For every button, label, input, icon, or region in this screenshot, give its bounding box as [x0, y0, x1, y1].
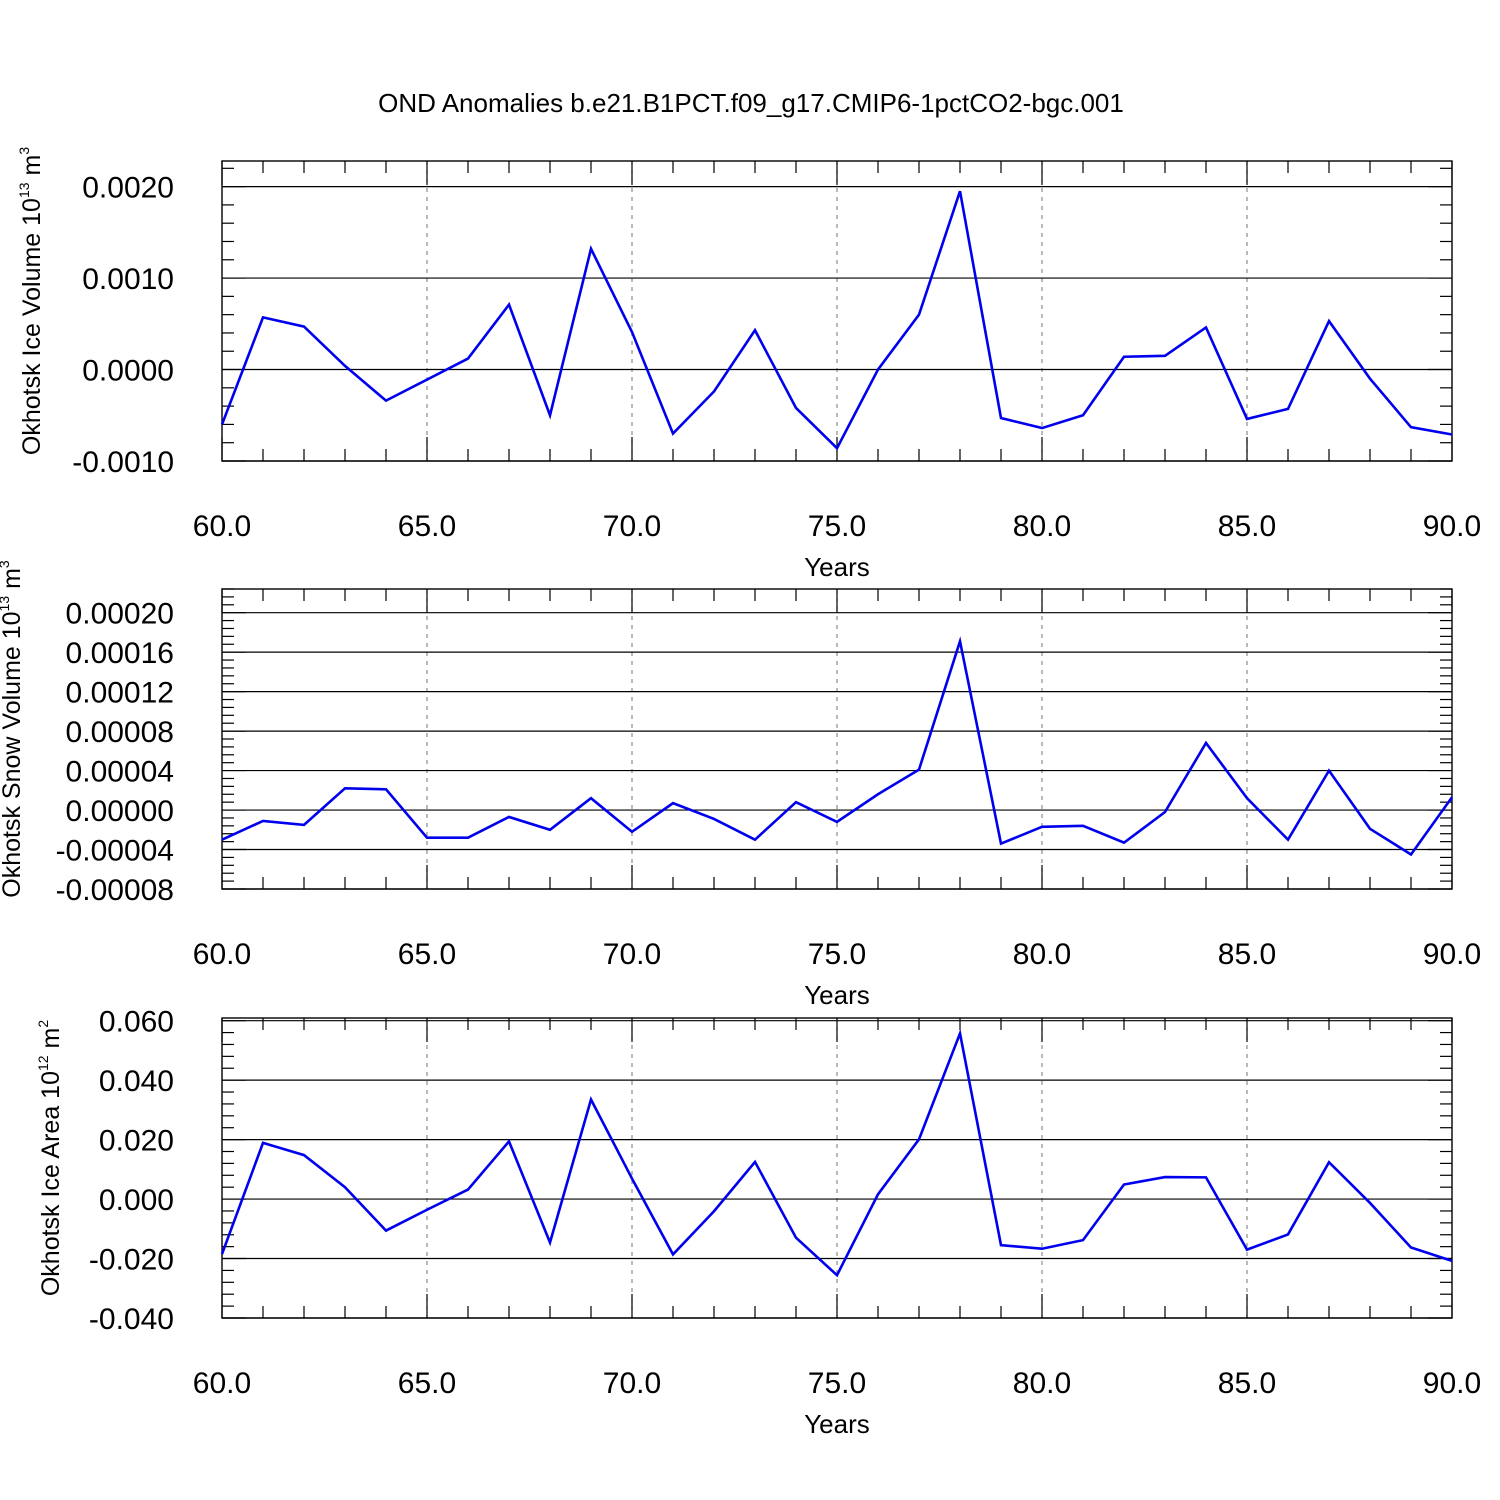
x-tick-label: 65.0 — [398, 938, 456, 971]
x-tick-label: 75.0 — [808, 1367, 866, 1400]
y-tick-label: 0.00020 — [66, 598, 174, 631]
x-tick-label: 85.0 — [1218, 510, 1276, 543]
y-tick-label: 0.000 — [99, 1184, 174, 1217]
x-tick-label: 65.0 — [398, 510, 456, 543]
x-tick-label: 70.0 — [603, 938, 661, 971]
y-tick-label: -0.00008 — [56, 874, 174, 907]
y-axis-title: Okhotsk Ice Volume 1013 m3 — [16, 147, 46, 455]
x-tick-label: 90.0 — [1423, 1367, 1481, 1400]
x-tick-label: 60.0 — [193, 1367, 251, 1400]
y-tick-label: -0.020 — [89, 1244, 174, 1277]
x-tick-label: 60.0 — [193, 938, 251, 971]
x-axis-title: Years — [804, 552, 870, 582]
x-tick-label: 80.0 — [1013, 510, 1071, 543]
y-tick-label: 0.0000 — [82, 355, 174, 388]
y-tick-label: 0.00016 — [66, 637, 174, 670]
y-tick-label: 0.020 — [99, 1125, 174, 1158]
y-tick-label: 0.00012 — [66, 677, 174, 710]
series-line-1 — [220, 1028, 1453, 1278]
y-tick-label: 0.00004 — [66, 756, 174, 789]
chart-panel-1: 60.0 65.0 70.0 75.0 80.0 85.0 90.0 -0.0010 0.000… — [16, 147, 1481, 582]
chart-panel-3: 60.0 65.0 70.0 75.0 80.0 85.0 90.0 -0.040 -0.020… — [35, 1006, 1481, 1439]
x-tick-label: 85.0 — [1218, 938, 1276, 971]
series-line-1 — [220, 190, 1453, 451]
y-tick-label: 0.00008 — [66, 716, 174, 749]
y-tick-label: 0.060 — [99, 1006, 174, 1039]
x-tick-label: 75.0 — [808, 938, 866, 971]
x-tick-label: 90.0 — [1423, 510, 1481, 543]
y-axis-title: Okhotsk Snow Volume 1013 m3 — [0, 560, 26, 898]
chart-panel-2: 60.0 65.0 70.0 75.0 80.0 85.0 90.0 -0.00008 -0.0… — [0, 560, 1481, 1010]
x-axis-title: Years — [804, 980, 870, 1010]
y-tick-label: -0.0010 — [72, 446, 174, 479]
x-tick-label: 85.0 — [1218, 1367, 1276, 1400]
x-axis-title: Years — [804, 1409, 870, 1439]
y-axis-title: Okhotsk Ice Area 1012 m2 — [35, 1020, 65, 1296]
y-tick-label: 0.00000 — [66, 795, 174, 828]
chart-title: OND Anomalies b.e21.B1PCT.f09_g17.CMIP6-… — [378, 88, 1124, 118]
x-tick-label: 75.0 — [808, 510, 866, 543]
y-tick-label: 0.0020 — [82, 172, 174, 205]
series-line-1 — [221, 636, 1454, 857]
x-tick-label: 65.0 — [398, 1367, 456, 1400]
x-tick-label: 80.0 — [1013, 1367, 1071, 1400]
y-tick-label: -0.00004 — [56, 835, 174, 868]
y-tick-label: 0.040 — [99, 1065, 174, 1098]
y-tick-label: -0.040 — [89, 1303, 174, 1336]
x-tick-label: 80.0 — [1013, 938, 1071, 971]
panels: 60.0 65.0 70.0 75.0 80.0 85.0 90.0 -0.0010 0.000… — [0, 147, 1481, 1439]
x-tick-label: 90.0 — [1423, 938, 1481, 971]
y-tick-label: 0.0010 — [82, 263, 174, 296]
x-tick-label: 70.0 — [603, 1367, 661, 1400]
x-tick-label: 60.0 — [193, 510, 251, 543]
x-tick-label: 70.0 — [603, 510, 661, 543]
